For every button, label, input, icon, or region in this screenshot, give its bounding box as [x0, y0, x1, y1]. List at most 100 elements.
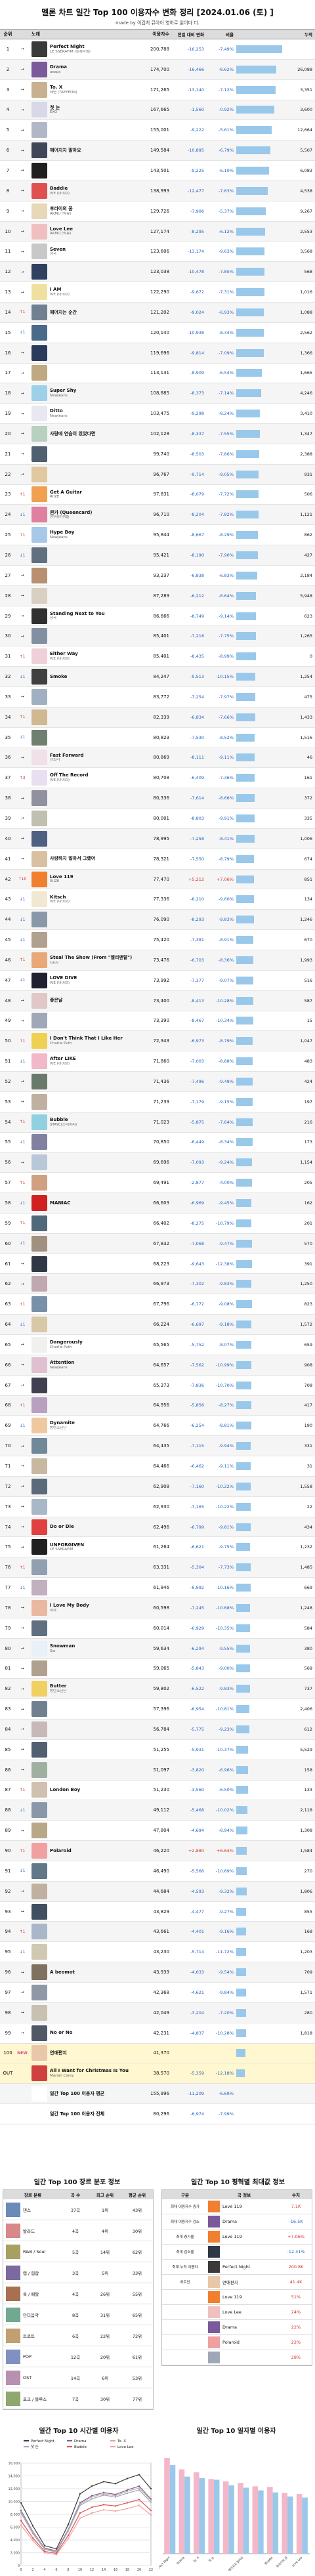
album-art — [32, 142, 47, 159]
y-tick-label: 8,000 — [10, 2513, 20, 2517]
increase-table: 구분 곡 정보 수치 최대 이용자수 증가 Love 119 7.1K 최대 이용자수… — [161, 2189, 312, 2366]
rank-change-cell: ↑3 — [19, 775, 26, 780]
users-cell: 73,400 — [153, 998, 170, 1003]
pct-cell: -9.45% — [219, 1200, 234, 1206]
genre-name-cell: 발라드 — [3, 2223, 62, 2238]
users-bar — [236, 652, 282, 661]
bar — [238, 2483, 243, 2554]
total-cell: 5,529 — [300, 1746, 312, 1752]
pct-cell: -10.68% — [215, 1605, 234, 1611]
pct-cell: -7.99% — [219, 2111, 234, 2117]
table-row: 일간 Top 100 이용자 평균 155,996 -11,209 -6.69% — [0, 2084, 315, 2105]
users-bar — [236, 45, 282, 53]
rank-change-cell: ↑10 — [18, 877, 27, 882]
pct-cell: -8.79% — [219, 1038, 234, 1044]
series-point — [102, 2481, 105, 2483]
total-cell: 1,347 — [300, 431, 312, 436]
users-cell: 62,496 — [153, 1524, 170, 1530]
table-row: 일간 Top 100 이용자 전체 80,296 -6,974 -7.99% — [0, 2104, 315, 2124]
users-bar — [236, 1239, 282, 1248]
genre-name: 랩 / 힙합 — [23, 2270, 39, 2276]
total-cell: 908 — [304, 1362, 312, 1368]
users-cell: 80,823 — [153, 734, 170, 740]
total-cell: 674 — [304, 856, 312, 862]
total-cell: 670 — [304, 937, 312, 943]
users-bar — [236, 247, 282, 256]
song-cell: I Love My Body 화사 — [50, 1603, 135, 1613]
table-row: 16 → 119,696 -9,814 -7.09% 1,366 — [0, 343, 315, 364]
total-cell: 1,516 — [300, 734, 312, 740]
rank-change-cell: ↓1 — [19, 674, 26, 679]
song-title: UNFORGIVEN — [50, 1542, 85, 1548]
bar — [169, 2465, 176, 2554]
users-cell: 47,804 — [153, 1828, 170, 1834]
diff-cell: -5,931 — [190, 1746, 204, 1752]
table-row: 100 NEW 연애편지 41,370 — [0, 2043, 315, 2064]
series-point — [91, 2506, 93, 2508]
category-label: To. X — [192, 2556, 200, 2564]
users-bar-fill — [236, 1340, 251, 1349]
users-bar-fill — [236, 1988, 246, 1996]
increase-row: 28% — [162, 2350, 312, 2365]
series-point — [150, 2501, 152, 2503]
category-label: Perfect Night — [159, 2556, 171, 2572]
album-art — [32, 790, 47, 807]
rank-change-cell: → — [20, 998, 24, 1003]
total-cell: 1,993 — [300, 957, 312, 963]
total-cell: 1,558 — [300, 1483, 312, 1489]
album-art — [32, 729, 47, 746]
increase-row: Love Lee 24% — [162, 2305, 312, 2320]
song-cell: Perfect Night LE SSERAFIM (르세라핌) — [50, 44, 135, 54]
album-art — [32, 608, 47, 624]
album-art — [32, 1418, 47, 1434]
table-row: 52 → 71,436 -7,496 -9.49% 424 — [0, 1072, 315, 1092]
users-bar-fill — [236, 713, 255, 721]
genre-section-title: 일간 Top 100 장르 분포 정보 — [33, 2179, 121, 2186]
users-bar-fill — [236, 551, 259, 560]
total-cell: 15 — [306, 1018, 312, 1024]
album-art — [32, 264, 47, 280]
pct-cell: -10.34% — [215, 1018, 234, 1024]
total-cell: 190 — [304, 1423, 312, 1429]
series-point — [102, 2508, 105, 2511]
rank-cell: 72 — [5, 1483, 11, 1489]
album-art — [32, 1964, 47, 1981]
table-row: 23 ↑1 Get A Guitar RIIZE 97,831 -8,079 -7.72% 5… — [0, 485, 315, 505]
total-cell: 158 — [304, 1767, 312, 1773]
total-cell: 280 — [304, 2010, 312, 2016]
x-tick-label: 0 — [20, 2568, 22, 2572]
rank-change-cell: ↑1 — [19, 532, 26, 538]
diff-cell: -7,562 — [190, 1362, 204, 1368]
legend-label: Love Lee — [117, 2445, 134, 2449]
song-cell: 후라이의 꿈 AKMU (악뮤) — [50, 206, 135, 217]
users-cell: 85,401 — [153, 633, 170, 639]
total-cell: 391 — [304, 1261, 312, 1267]
users-bar — [236, 875, 282, 883]
rank-cell: 79 — [5, 1625, 11, 1631]
users-bar-fill — [236, 1199, 252, 1208]
users-cell: 41,370 — [153, 2050, 170, 2056]
table-row: 87 ↑1 London Boy 51,230 -3,560 -6.50% 133 — [0, 1781, 315, 1801]
album-art — [32, 284, 47, 301]
pct-cell: -8.41% — [219, 835, 234, 841]
rank-change-cell: ↑1 — [19, 1301, 26, 1307]
users-bar-fill — [236, 1401, 251, 1410]
users-bar — [236, 1584, 282, 1592]
users-cell: 62,930 — [153, 1504, 170, 1510]
series-point — [138, 2489, 140, 2491]
users-bar-fill — [236, 126, 272, 135]
users-bar-fill — [236, 834, 255, 843]
table-row: 77 ↓1 61,846 -6,992 -10.16% 669 — [0, 1578, 315, 1598]
users-bar-fill — [236, 227, 266, 236]
series-point — [114, 2505, 117, 2507]
users-cell: 80,336 — [153, 795, 170, 801]
increase-art — [208, 2276, 220, 2288]
users-bar — [236, 632, 282, 641]
total-cell: 2,406 — [300, 1706, 312, 1712]
song-title: LOVE DIVE — [50, 975, 77, 981]
song-title: 좋은날 — [50, 998, 63, 1003]
album-art — [32, 688, 47, 705]
series-point — [43, 2544, 46, 2546]
users-bar-fill — [236, 288, 264, 297]
song-cell: 좋은날 — [50, 998, 135, 1003]
